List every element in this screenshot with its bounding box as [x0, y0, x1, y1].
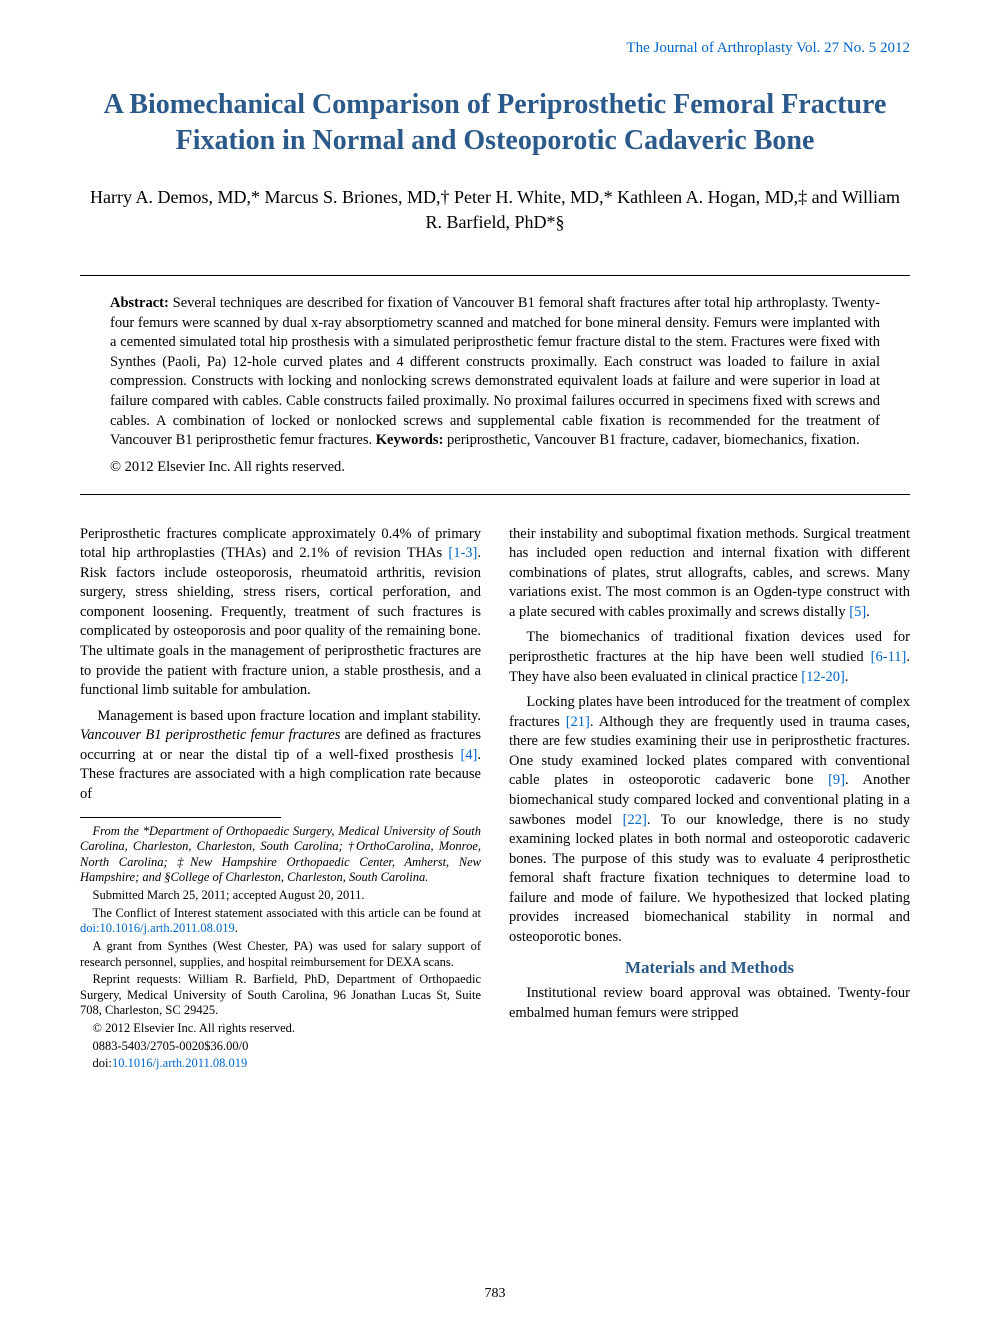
- p2-italic: Vancouver B1 periprosthetic femur fractu…: [80, 727, 340, 743]
- ref-link-12-20[interactable]: [12-20]: [801, 669, 845, 685]
- rule-top: [80, 275, 910, 276]
- p5-text-d: . To our knowledge, there is no study ex…: [509, 812, 910, 945]
- fn-code: 0883-5403/2705-0020$36.00/0: [80, 1039, 481, 1055]
- p1-text-a: Periprosthetic fractures complicate appr…: [80, 526, 481, 562]
- body-columns: Periprosthetic fractures complicate appr…: [80, 525, 910, 1074]
- fn-coi-b: .: [235, 921, 238, 935]
- abstract-text: Several techniques are described for fix…: [110, 295, 880, 448]
- p1-text-b: . Risk factors include osteoporosis, rhe…: [80, 545, 481, 698]
- para-2: Management is based upon fracture locati…: [80, 707, 481, 805]
- p2-text-a: Management is based upon fracture locati…: [97, 708, 481, 724]
- keywords-label: Keywords:: [376, 432, 444, 448]
- fn-coi: The Conflict of Interest statement assoc…: [80, 906, 481, 937]
- section-heading-methods: Materials and Methods: [509, 957, 910, 980]
- para-5: Locking plates have been introduced for …: [509, 693, 910, 947]
- authors-line: Harry A. Demos, MD,* Marcus S. Briones, …: [80, 185, 910, 235]
- fn-affiliations: From the *Department of Orthopaedic Surg…: [80, 824, 481, 887]
- article-title: A Biomechanical Comparison of Periprosth…: [80, 87, 910, 160]
- keywords-text: periprosthetic, Vancouver B1 fracture, c…: [443, 432, 859, 448]
- fn-copyright: © 2012 Elsevier Inc. All rights reserved…: [80, 1021, 481, 1037]
- fn-reprint: Reprint requests: William R. Barfield, P…: [80, 972, 481, 1019]
- fn-coi-doi[interactable]: doi:10.1016/j.arth.2011.08.019: [80, 921, 235, 935]
- footnotes-block: From the *Department of Orthopaedic Surg…: [80, 824, 481, 1072]
- abstract-block: Abstract: Several techniques are describ…: [80, 286, 910, 459]
- ref-link-21[interactable]: [21]: [566, 714, 590, 730]
- para-6: Institutional review board approval was …: [509, 984, 910, 1023]
- column-right: their instability and suboptimal fixatio…: [509, 525, 910, 1074]
- ref-link-1-3[interactable]: [1-3]: [448, 545, 477, 561]
- p3-text-b: .: [866, 604, 870, 620]
- rule-bottom: [80, 494, 910, 495]
- ref-link-9[interactable]: [9]: [828, 772, 845, 788]
- abstract-label: Abstract:: [110, 295, 169, 311]
- fn-doi-link[interactable]: 10.1016/j.arth.2011.08.019: [112, 1056, 247, 1070]
- ref-link-4[interactable]: [4]: [460, 747, 477, 763]
- journal-header: The Journal of Arthroplasty Vol. 27 No. …: [80, 40, 910, 57]
- ref-link-22[interactable]: [22]: [623, 812, 647, 828]
- fn-grant: A grant from Synthes (West Chester, PA) …: [80, 939, 481, 970]
- fn-doi-label: doi:: [93, 1056, 112, 1070]
- fn-coi-a: The Conflict of Interest statement assoc…: [93, 906, 482, 920]
- ref-link-6-11[interactable]: [6-11]: [871, 649, 907, 665]
- para-3: their instability and suboptimal fixatio…: [509, 525, 910, 623]
- footnote-rule: [80, 817, 281, 818]
- p4-text-c: .: [845, 669, 849, 685]
- page-number: 783: [0, 1286, 990, 1302]
- column-left: Periprosthetic fractures complicate appr…: [80, 525, 481, 1074]
- fn-doi: doi:10.1016/j.arth.2011.08.019: [80, 1056, 481, 1072]
- fn-submitted: Submitted March 25, 2011; accepted Augus…: [80, 888, 481, 904]
- para-4: The biomechanics of traditional fixation…: [509, 628, 910, 687]
- para-1: Periprosthetic fractures complicate appr…: [80, 525, 481, 701]
- abstract-copyright: © 2012 Elsevier Inc. All rights reserved…: [80, 459, 910, 484]
- p4-text-a: The biomechanics of traditional fixation…: [509, 629, 910, 665]
- ref-link-5[interactable]: [5]: [849, 604, 866, 620]
